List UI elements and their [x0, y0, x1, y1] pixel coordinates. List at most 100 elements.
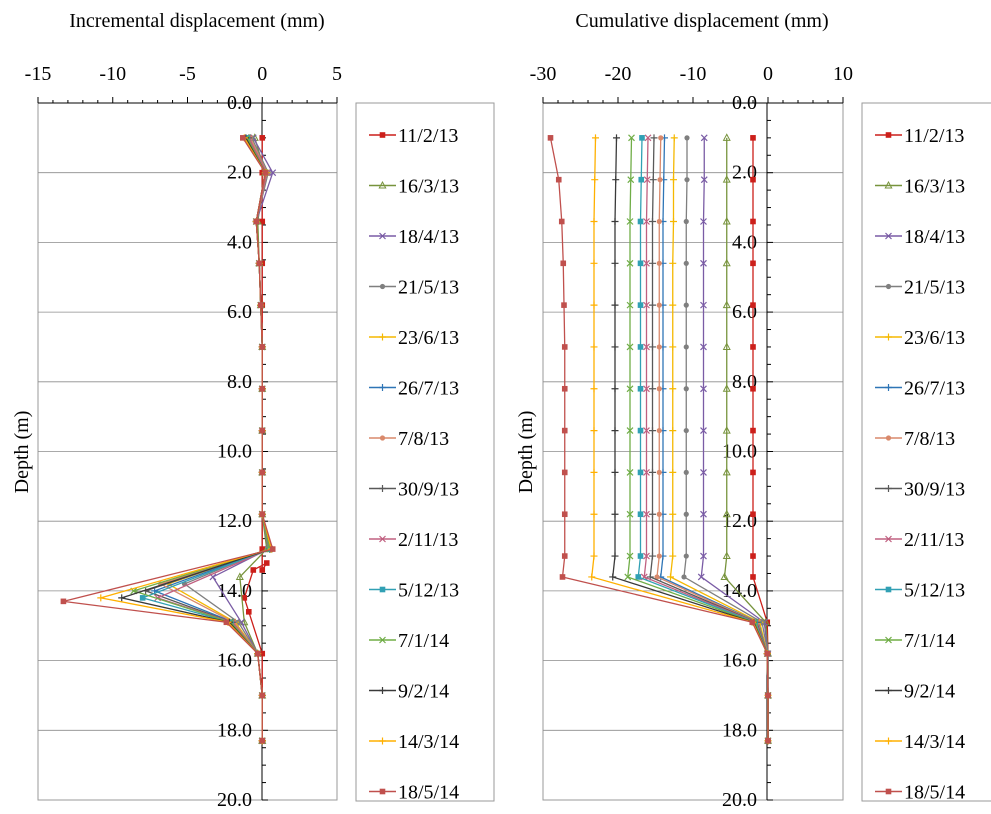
- data-point: [722, 216, 731, 225]
- legend-item: 5/12/13: [875, 580, 965, 602]
- legend-item: 7/8/13: [875, 428, 955, 450]
- data-point: [750, 135, 756, 141]
- data-point: [669, 385, 677, 393]
- legend-item: 26/7/13: [875, 378, 965, 400]
- data-point: [259, 218, 266, 225]
- data-point: [626, 301, 634, 309]
- legend-item: 7/1/14: [369, 630, 449, 652]
- data-point: [626, 259, 634, 267]
- data-point: [259, 650, 266, 657]
- legend-label: 21/5/13: [904, 277, 965, 299]
- data-point: [750, 427, 756, 434]
- data-point: [700, 385, 707, 393]
- data-point: [643, 552, 650, 560]
- data-point: [649, 385, 656, 393]
- data-point: [609, 573, 617, 581]
- legend-item: 18/5/14: [369, 782, 459, 804]
- legend-item: 16/3/13: [875, 176, 965, 198]
- data-point: [635, 574, 642, 580]
- data-point: [722, 467, 731, 476]
- legend-item: 2/11/13: [875, 529, 964, 551]
- legend-label: 2/11/13: [398, 529, 458, 551]
- data-point: [649, 301, 656, 309]
- data-point: [722, 175, 731, 183]
- data-point: [722, 384, 731, 392]
- legend-marker: [885, 384, 892, 391]
- data-point: [750, 511, 756, 518]
- legend-label: 23/6/13: [398, 327, 459, 349]
- data-point: [637, 260, 644, 267]
- data-point: [628, 134, 635, 142]
- legend-label: 21/5/13: [398, 277, 459, 299]
- legend-label: 26/7/13: [904, 378, 965, 400]
- data-point: [590, 217, 598, 225]
- data-point: [667, 573, 674, 581]
- series-line: [669, 137, 769, 741]
- data-point: [765, 692, 771, 699]
- legend-item: 5/12/13: [369, 580, 459, 602]
- data-point: [649, 552, 656, 560]
- legend-item: 14/3/14: [875, 731, 965, 753]
- data-point: [700, 510, 707, 518]
- series-line: [63, 137, 274, 741]
- y-axis-label: Depth (m): [515, 411, 537, 494]
- data-point: [256, 260, 263, 267]
- data-point: [649, 176, 657, 184]
- legend-marker: [885, 687, 892, 694]
- legend-label: 18/4/13: [904, 226, 965, 248]
- data-point: [611, 385, 619, 393]
- data-point: [590, 427, 598, 435]
- legend-item: 9/2/14: [369, 681, 449, 703]
- x-tick-label: 5: [332, 63, 342, 85]
- data-point: [592, 134, 599, 142]
- legend-box: [355, 102, 495, 802]
- data-point: [683, 344, 689, 350]
- data-point: [613, 134, 620, 142]
- data-point: [750, 574, 756, 580]
- data-point: [649, 510, 656, 518]
- data-point: [750, 260, 756, 267]
- data-point: [637, 302, 644, 308]
- data-point: [656, 427, 662, 434]
- data-point: [611, 217, 619, 225]
- legend-item: 18/5/14: [875, 782, 965, 804]
- data-point: [637, 511, 644, 518]
- data-point: [624, 573, 632, 581]
- data-point: [269, 169, 277, 177]
- data-point: [750, 218, 756, 225]
- legend-label: 7/1/14: [398, 630, 449, 652]
- series-line: [549, 137, 769, 741]
- data-point: [611, 468, 619, 476]
- legend-label: 18/5/14: [904, 782, 965, 804]
- data-point: [722, 509, 731, 518]
- series-line: [683, 137, 769, 741]
- y-tick-label: 14.0: [722, 580, 757, 602]
- data-point: [245, 609, 252, 615]
- data-point: [750, 553, 756, 559]
- data-point: [669, 552, 677, 560]
- legend-marker: [885, 636, 892, 644]
- legend-label: 30/9/13: [904, 479, 965, 501]
- data-point: [561, 427, 568, 434]
- legend: 11/2/13 16/3/13 18/4/13 21/5/13 23/6/13 26/7/…: [861, 102, 991, 804]
- data-point: [656, 218, 662, 225]
- data-point: [700, 427, 707, 435]
- data-point: [644, 134, 652, 142]
- legend-item: 9/2/14: [875, 681, 955, 703]
- x-tick-label: -20: [605, 63, 632, 85]
- data-point: [590, 301, 598, 309]
- data-point: [259, 692, 266, 699]
- data-point: [683, 302, 689, 308]
- data-point: [259, 567, 266, 573]
- data-point: [750, 469, 756, 476]
- legend-item: 30/9/13: [875, 479, 965, 501]
- legend-marker: [379, 485, 386, 492]
- y-tick-label: 6.0: [227, 301, 252, 323]
- data-point: [235, 572, 244, 580]
- data-point: [722, 551, 731, 560]
- y-tick-label: 10.0: [722, 441, 757, 463]
- data-point: [637, 385, 644, 392]
- data-point: [639, 135, 645, 141]
- legend-label: 14/3/14: [398, 731, 459, 753]
- data-point: [643, 343, 650, 351]
